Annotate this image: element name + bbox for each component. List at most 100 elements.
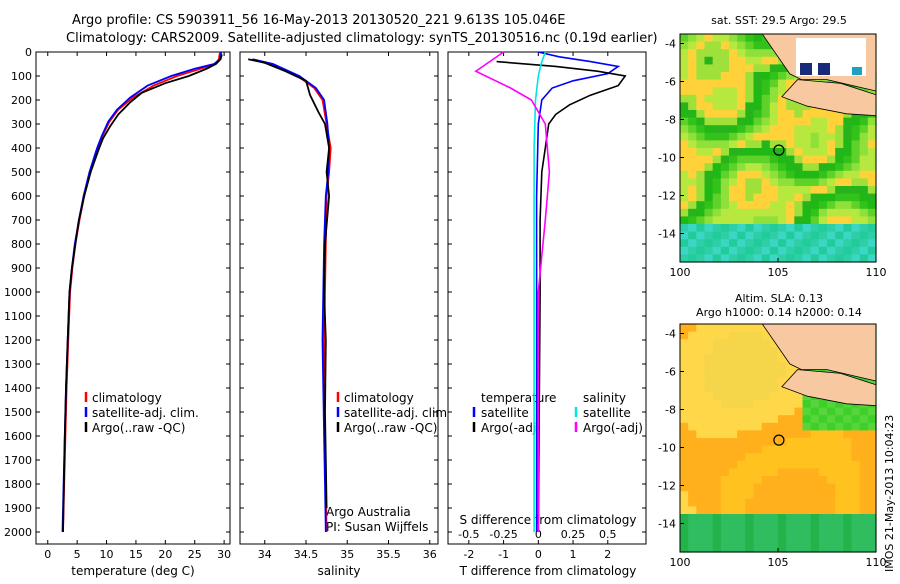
map-cell	[729, 369, 738, 378]
map-cell	[761, 400, 771, 409]
map-cell	[712, 110, 722, 119]
map-cell	[737, 453, 746, 462]
map-cell	[794, 132, 804, 141]
lat-tick-label: -8	[665, 114, 676, 127]
map-cell	[696, 41, 706, 50]
map-cell	[704, 155, 714, 164]
map-cell	[794, 415, 804, 424]
map-cell	[688, 41, 697, 50]
map-cell	[680, 498, 689, 507]
map-cell	[745, 117, 755, 126]
map-cell	[720, 163, 730, 172]
map-cell	[729, 148, 738, 157]
map-cell	[761, 193, 771, 202]
map-cell	[712, 453, 722, 462]
map-cell	[720, 377, 730, 386]
map-cell	[753, 339, 763, 348]
map-cell	[696, 369, 706, 378]
map-cell	[827, 476, 836, 485]
depth-tick-label: 2000	[4, 526, 32, 539]
map-cell	[729, 324, 738, 333]
map-cell	[696, 34, 706, 43]
map-cell	[712, 140, 722, 149]
map-cell	[688, 498, 697, 507]
map-cell	[802, 521, 812, 530]
map-cell	[712, 193, 722, 202]
map-cell	[794, 422, 804, 431]
map-cell	[753, 384, 763, 393]
map-cell	[704, 239, 714, 248]
map-cell	[729, 64, 738, 73]
map-cell	[680, 430, 689, 439]
map-cell	[704, 483, 714, 492]
map-cell	[753, 453, 763, 462]
map-cell	[867, 148, 877, 157]
map-cell	[720, 140, 730, 149]
map-cell	[778, 392, 787, 401]
x-tick-label: 34.5	[294, 548, 319, 561]
map-cell	[769, 231, 779, 240]
map-cell	[745, 178, 755, 187]
map-cell	[867, 117, 877, 126]
map-cell	[753, 438, 763, 447]
map-cell	[729, 254, 738, 263]
legend-sal-satellite: satellite	[583, 406, 631, 420]
map-cell	[827, 201, 836, 210]
map-cell	[753, 254, 763, 263]
map-cell	[712, 392, 722, 401]
map-cell	[720, 407, 730, 416]
map-cell	[827, 491, 836, 500]
map-cell	[720, 400, 730, 409]
map-cell	[843, 536, 853, 545]
map-cell	[818, 407, 828, 416]
map-cell	[696, 246, 706, 255]
map-cell	[802, 246, 812, 255]
map-cell	[859, 155, 869, 164]
map-cell	[729, 514, 738, 523]
map-cell	[704, 377, 714, 386]
map-cell	[753, 201, 763, 210]
map-cell	[827, 254, 836, 263]
map-cell	[696, 529, 706, 538]
map-cell	[769, 468, 779, 477]
map-cell	[794, 193, 804, 202]
header-line-1: Argo profile: CS 5903911_56 16-May-2013 …	[72, 13, 565, 28]
map-cell	[761, 384, 771, 393]
map-cell	[835, 468, 844, 477]
map-cell	[843, 163, 853, 172]
map-cell	[794, 246, 804, 255]
map-cell	[680, 445, 689, 454]
map-cell	[769, 346, 779, 355]
x-tick-label: 35.5	[376, 548, 401, 561]
map-cell	[843, 521, 853, 530]
map-cell	[810, 445, 820, 454]
map-cell	[704, 163, 714, 172]
map-cell	[688, 483, 697, 492]
map-cell	[720, 254, 730, 263]
map-cell	[818, 163, 828, 172]
map-cell	[786, 491, 795, 500]
map-cell	[843, 132, 853, 141]
map-cell	[712, 148, 722, 157]
x-tick-label: 15	[129, 548, 143, 561]
map-cell	[794, 117, 804, 126]
map-cell	[737, 186, 746, 195]
map-cell	[712, 231, 722, 240]
x2-tick-label: 0.5	[599, 528, 617, 541]
salinity-plot-frame	[239, 51, 439, 545]
map-cell	[753, 224, 763, 233]
map-cell	[794, 529, 804, 538]
map-cell	[745, 102, 755, 111]
map-cell	[761, 224, 771, 233]
map-cell	[802, 392, 812, 401]
x2-tick-label: -0.25	[489, 528, 517, 541]
map-cell	[712, 102, 722, 111]
map-cell	[867, 87, 877, 96]
map-cell	[753, 239, 763, 248]
map-cell	[778, 193, 787, 202]
map-cell	[859, 483, 869, 492]
map-cell	[737, 72, 746, 81]
map-cell	[753, 506, 763, 515]
map-cell	[786, 208, 795, 217]
map-cell	[818, 445, 828, 454]
